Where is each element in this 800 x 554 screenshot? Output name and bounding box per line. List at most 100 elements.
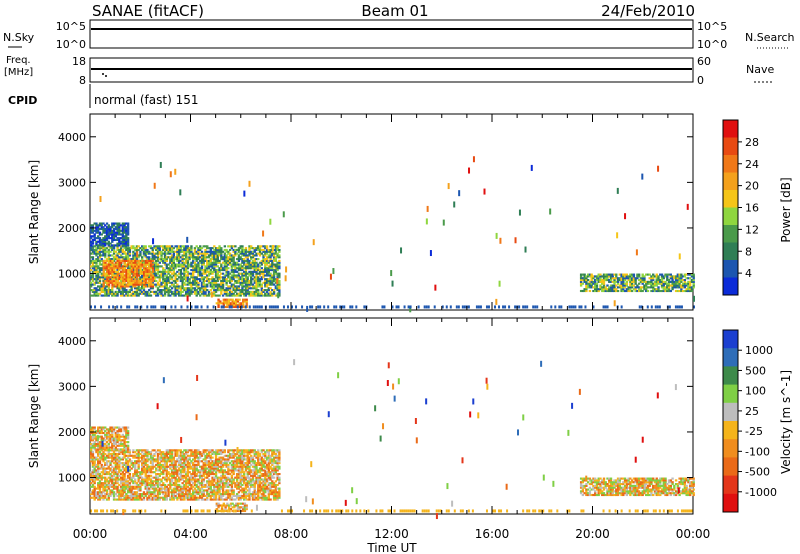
range-time-cell	[93, 281, 96, 284]
range-time-cell	[265, 252, 269, 255]
range-time-cell	[192, 261, 195, 264]
range-time-cell	[90, 281, 93, 284]
range-time-cell	[230, 263, 234, 266]
range-time-cell	[260, 248, 263, 252]
range-time-cell	[211, 272, 214, 275]
range-time-cell	[172, 250, 176, 253]
range-time-cell	[220, 250, 223, 253]
range-time-cell	[188, 290, 191, 293]
range-time-cell	[673, 284, 676, 287]
range-time-cell	[155, 476, 158, 479]
range-time-cell	[216, 250, 219, 253]
range-time-cell	[165, 247, 168, 250]
range-time-cell	[111, 281, 114, 284]
range-time-cell	[680, 286, 683, 289]
range-time-cell	[243, 270, 246, 273]
range-time-cell	[121, 250, 125, 253]
range-time-cell	[213, 265, 216, 268]
range-time-cell	[265, 267, 269, 270]
range-time-cell	[267, 268, 270, 272]
range-time-cell	[109, 460, 112, 463]
range-time-cell	[172, 285, 176, 288]
range-time-cell	[91, 248, 95, 252]
range-time-cell	[179, 294, 183, 297]
ground-scatter-cell	[620, 305, 623, 309]
range-time-cell	[121, 283, 125, 286]
range-time-cell	[144, 279, 148, 283]
range-time-cell	[126, 471, 130, 474]
range-time-cell	[204, 483, 207, 487]
range-time-cell	[193, 487, 197, 490]
range-time-cell	[156, 478, 160, 481]
range-time-cell	[93, 458, 96, 461]
range-time-cell	[139, 263, 142, 266]
range-time-cell	[193, 250, 197, 253]
range-time-cell	[160, 467, 163, 470]
range-time-cell	[209, 285, 212, 288]
range-time-cell	[167, 491, 170, 494]
range-time-cell	[206, 247, 209, 250]
range-time-cell	[146, 281, 149, 284]
range-time-cell	[176, 489, 179, 492]
range-time-cell	[143, 279, 146, 283]
range-time-cell	[199, 452, 202, 456]
range-time-cell	[253, 276, 256, 279]
range-time-cell	[118, 467, 121, 470]
range-time-cell	[155, 248, 158, 252]
range-time-cell	[687, 288, 690, 291]
range-time-cell	[104, 478, 107, 481]
range-time-cell	[253, 270, 256, 273]
range-time-cell	[262, 254, 265, 257]
range-time-cell	[637, 282, 641, 285]
range-time-cell	[148, 272, 151, 275]
range-time-cell	[685, 288, 688, 291]
range-time-cell	[604, 273, 607, 276]
range-time-cell	[186, 480, 190, 483]
range-time-cell	[123, 294, 126, 297]
range-time-cell	[98, 458, 102, 461]
range-time-cell	[629, 280, 632, 283]
range-time-cell	[190, 287, 193, 290]
ground-scatter-cell	[477, 305, 480, 309]
range-time-cell	[267, 259, 270, 262]
range-time-cell	[123, 498, 126, 501]
range-time-cell	[678, 277, 681, 280]
range-time-cell	[95, 463, 98, 466]
range-time-cell	[193, 292, 197, 295]
range-time-cell	[93, 467, 96, 470]
range-time-cell	[133, 454, 137, 457]
range-time-cell	[90, 471, 93, 474]
range-time-cell	[186, 270, 190, 273]
range-time-cell	[195, 474, 198, 477]
range-time-cell	[146, 250, 149, 253]
range-time-cell	[241, 261, 244, 264]
range-time-cell	[130, 272, 133, 275]
range-time-cell	[144, 487, 147, 490]
range-time-cell	[104, 456, 107, 459]
range-time-cell	[151, 493, 154, 496]
range-time-cell	[111, 240, 114, 243]
range-time-cell	[653, 289, 657, 293]
range-time-cell	[91, 278, 95, 281]
range-time-cell	[653, 282, 657, 285]
range-time-cell	[188, 462, 191, 465]
range-time-cell	[95, 247, 98, 250]
range-time-cell	[169, 289, 172, 292]
range-time-cell	[199, 290, 202, 293]
ground-scatter-cell	[341, 305, 344, 309]
ground-scatter-cell	[162, 305, 165, 309]
range-time-cell	[158, 285, 161, 288]
range-time-cell	[107, 256, 110, 259]
range-time-cell	[142, 462, 146, 465]
range-time-cell	[132, 462, 135, 465]
range-time-cell	[190, 292, 193, 295]
range-time-cell	[269, 278, 272, 281]
range-time-cell	[118, 258, 121, 261]
range-time-cell	[149, 465, 153, 468]
ground-scatter-cell	[90, 305, 92, 309]
range-time-cell	[146, 451, 149, 454]
range-time-cell	[197, 491, 200, 494]
range-time-cell	[590, 279, 593, 282]
range-time-cell	[267, 270, 270, 273]
range-time-cell	[116, 498, 119, 501]
